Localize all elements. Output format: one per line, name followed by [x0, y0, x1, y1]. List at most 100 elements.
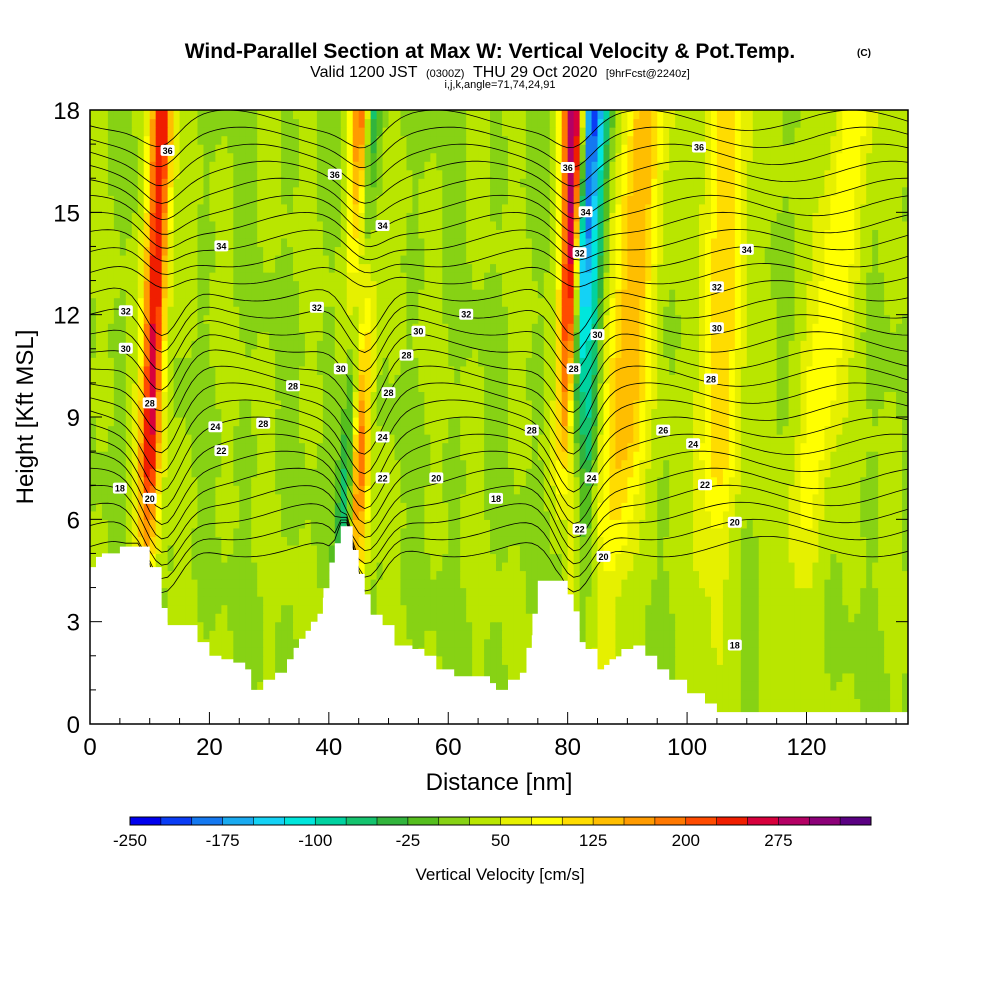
velocity-cell	[113, 459, 121, 469]
velocity-cell	[776, 348, 784, 358]
velocity-cell	[173, 442, 181, 452]
velocity-cell	[304, 459, 312, 469]
velocity-cell	[818, 365, 826, 375]
velocity-cell	[496, 476, 503, 486]
velocity-cell	[609, 604, 617, 614]
velocity-cell	[466, 357, 473, 367]
velocity-cell	[257, 374, 264, 384]
velocity-cell	[663, 391, 670, 401]
velocity-cell	[263, 596, 270, 606]
velocity-cell	[884, 357, 891, 367]
velocity-cell	[281, 553, 288, 563]
velocity-cell	[776, 476, 784, 486]
velocity-cell	[388, 348, 396, 358]
velocity-cell	[364, 544, 372, 555]
velocity-cell	[573, 561, 581, 572]
velocity-cell	[824, 587, 831, 597]
velocity-cell	[472, 365, 479, 375]
velocity-cell	[328, 502, 336, 512]
velocity-cell	[693, 348, 700, 358]
velocity-cell	[287, 536, 294, 546]
velocity-cell	[848, 647, 855, 657]
velocity-cell	[663, 468, 670, 478]
velocity-cell	[740, 672, 748, 682]
velocity-cell	[466, 647, 473, 657]
velocity-cell	[740, 596, 748, 606]
velocity-cell	[842, 681, 849, 691]
velocity-cell	[257, 655, 264, 665]
velocity-cell	[185, 442, 193, 452]
velocity-cell	[860, 357, 867, 367]
velocity-cell	[269, 672, 276, 682]
velocity-cell	[573, 374, 581, 384]
velocity-cell	[543, 527, 551, 537]
velocity-cell	[275, 382, 282, 393]
velocity-cell	[167, 519, 175, 529]
velocity-cell	[364, 587, 372, 597]
velocity-cell	[460, 553, 467, 563]
velocity-cell	[167, 579, 175, 589]
velocity-cell	[699, 442, 706, 452]
velocity-cell	[627, 579, 634, 589]
velocity-cell	[800, 434, 808, 444]
velocity-cell	[603, 613, 611, 623]
velocity-cell	[800, 425, 808, 435]
velocity-cell	[513, 451, 521, 461]
velocity-cell	[579, 502, 587, 512]
velocity-cell	[710, 451, 718, 461]
velocity-cell	[394, 374, 402, 384]
velocity-cell	[113, 476, 121, 486]
velocity-cell	[281, 468, 288, 478]
velocity-cell	[448, 536, 455, 546]
velocity-cell	[681, 655, 688, 665]
velocity-cell	[328, 510, 336, 520]
velocity-cell	[776, 579, 784, 589]
velocity-cell	[878, 451, 885, 461]
velocity-cell	[490, 638, 497, 648]
velocity-cell	[902, 544, 908, 555]
velocity-cell	[340, 476, 348, 486]
velocity-cell	[758, 442, 766, 452]
velocity-cell	[890, 664, 897, 674]
velocity-cell	[460, 502, 467, 512]
velocity-cell	[752, 502, 760, 512]
velocity-cell	[555, 442, 563, 452]
velocity-cell	[669, 459, 676, 469]
velocity-cell	[902, 510, 908, 520]
velocity-cell	[501, 408, 509, 418]
velocity-cell	[704, 382, 712, 393]
velocity-cell	[824, 621, 831, 631]
velocity-cell	[836, 510, 843, 520]
velocity-cell	[806, 451, 814, 461]
velocity-cell	[848, 604, 855, 614]
velocity-cell	[573, 544, 581, 555]
velocity-cell	[770, 391, 778, 401]
velocity-cell	[269, 451, 276, 461]
velocity-cell	[424, 502, 431, 512]
velocity-cell	[782, 365, 790, 375]
velocity-cell	[107, 434, 115, 444]
velocity-cell	[257, 425, 264, 435]
velocity-cell	[699, 348, 706, 358]
velocity-cell	[884, 476, 891, 486]
velocity-cell	[155, 519, 163, 529]
velocity-cell	[740, 451, 748, 461]
velocity-cell	[687, 468, 694, 478]
velocity-cell	[842, 638, 849, 648]
velocity-cell	[639, 502, 646, 512]
velocity-cell	[651, 613, 658, 623]
velocity-cell	[758, 476, 766, 486]
velocity-cell	[603, 536, 611, 546]
velocity-cell	[782, 485, 790, 495]
velocity-cell	[687, 459, 694, 469]
velocity-cell	[125, 357, 133, 367]
velocity-cell	[412, 561, 419, 572]
velocity-cell	[322, 365, 330, 375]
velocity-cell	[651, 365, 658, 375]
velocity-cell	[478, 442, 485, 452]
velocity-cell	[752, 442, 760, 452]
velocity-cell	[543, 536, 551, 546]
velocity-cell	[633, 613, 640, 623]
velocity-cell	[794, 672, 802, 682]
velocity-cell	[633, 468, 640, 478]
